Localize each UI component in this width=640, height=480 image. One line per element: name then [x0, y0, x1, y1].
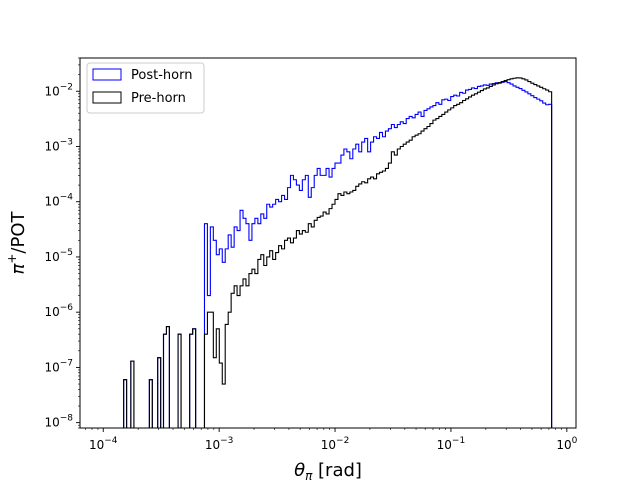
x-tick-label-0: 10−4: [89, 436, 118, 452]
y-tick-label-5: 10−3: [44, 137, 73, 153]
series-layer: [123, 77, 553, 429]
x-tick-label-2: 10−2: [321, 436, 350, 452]
y-tick-label-1: 10−7: [44, 358, 73, 374]
y-axis: 10−8 10−7 10−6 10−5 10−4 10−3 10−2: [44, 57, 80, 430]
plot-area: [79, 57, 577, 429]
y-tick-label-0: 10−8: [44, 414, 73, 430]
x-axis-label: θπ [rad]: [294, 460, 362, 480]
legend-label-pre-horn: Pre-horn: [131, 91, 186, 106]
y-tick-label-4: 10−4: [44, 193, 73, 209]
x-axis: 10−4 10−3 10−2 10−1 100: [85, 428, 578, 452]
legend-box: [86, 62, 205, 114]
y-tick-label-6: 10−2: [44, 82, 73, 98]
legend-swatch-pre-horn: [92, 91, 122, 104]
legend-label-post-horn: Post-horn: [131, 68, 192, 83]
legend-swatch-post-horn: [92, 68, 122, 81]
y-axis-label: π+/POT: [5, 211, 29, 275]
plot-frame: [79, 57, 577, 429]
legend: Post-horn Pre-horn: [86, 62, 205, 114]
x-tick-label-3: 10−1: [437, 436, 466, 452]
y-tick-label-3: 10−5: [44, 248, 73, 264]
y-tick-label-2: 10−6: [44, 303, 73, 319]
series-post-horn-line: [123, 80, 553, 429]
x-tick-label-4: 100: [556, 436, 577, 452]
plot-background: [80, 58, 576, 428]
series-pre-horn-line: [123, 77, 553, 429]
x-tick-label-1: 10−3: [205, 436, 234, 452]
